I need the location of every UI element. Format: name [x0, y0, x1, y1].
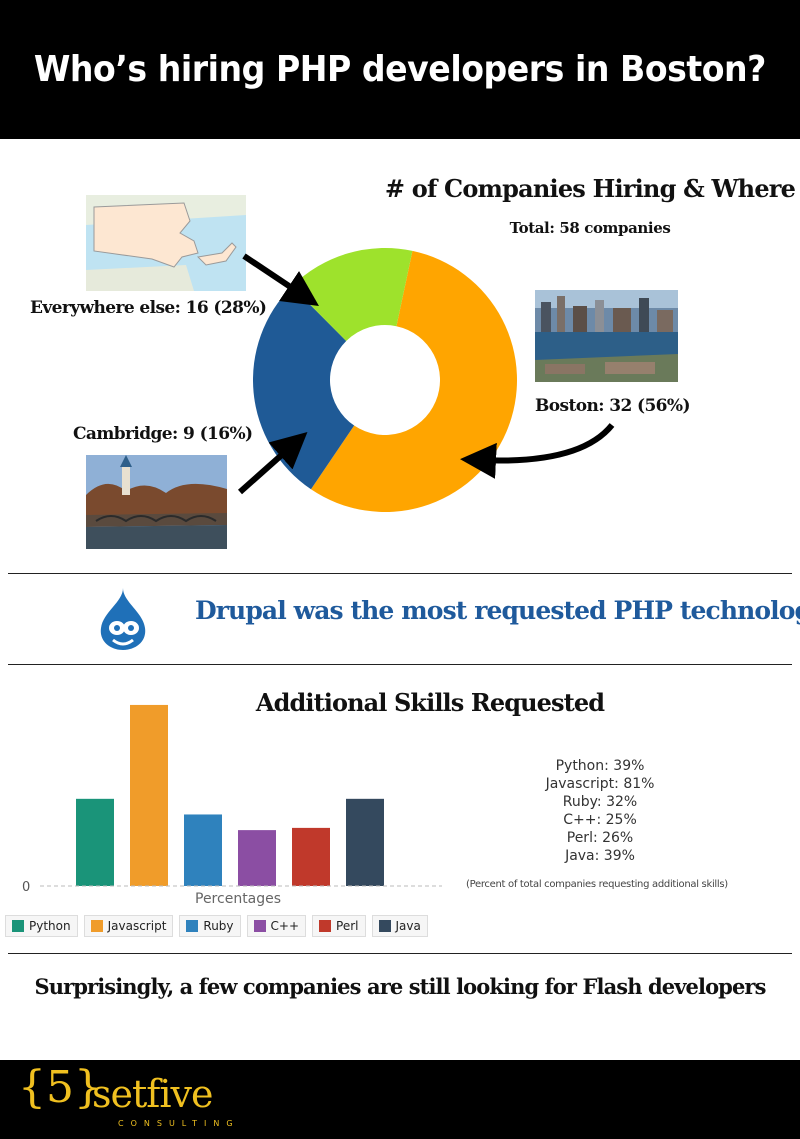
- arrow-overlay: [238, 253, 615, 495]
- bar-perl: [292, 827, 330, 886]
- label-boston: Boston: 32 (56%): [535, 396, 691, 416]
- massachusetts-map-image: [86, 195, 246, 291]
- skills-chart-title: Additional Skills Requested: [255, 688, 605, 717]
- legend-item-ruby: Ruby: [179, 915, 241, 937]
- label-everywhere-else: Everywhere else: 16 (28%): [30, 298, 267, 318]
- label-cambridge: Cambridge: 9 (16%): [73, 424, 253, 444]
- setfive-logo-text: setfive: [92, 1072, 213, 1116]
- setfive-logo-mark: {5}: [18, 1062, 102, 1113]
- percent-note: (Percent of total companies requesting a…: [466, 879, 728, 890]
- drupal-drop-icon: [100, 588, 146, 650]
- legend-item-java: Java: [371, 915, 428, 937]
- page-title: Who’s hiring PHP developers in Boston?: [33, 49, 767, 90]
- arrow-to-cambridge: [238, 432, 308, 495]
- divider-2: [8, 664, 792, 665]
- legend-item-javascript: Javascript: [83, 915, 174, 937]
- legend-swatch: [378, 920, 391, 932]
- percent-line-python: Python: 39%: [555, 758, 645, 774]
- chart-legend: Python Javascript Ruby C++ Perl Java: [5, 915, 428, 937]
- pie-chart-total: Total: 58 companies: [509, 219, 671, 237]
- legend-label: Perl: [336, 919, 359, 933]
- legend-swatch: [90, 920, 103, 932]
- zero-tick-label: 0: [22, 880, 30, 895]
- legend-label: Java: [395, 919, 421, 933]
- legend-item-cpp: C++: [246, 915, 307, 937]
- percent-line-perl: Perl: 26%: [566, 830, 634, 846]
- legend-swatch: [253, 920, 266, 932]
- legend-label: C++: [270, 919, 300, 933]
- flash-headline: Surprisingly, a few companies are still …: [34, 974, 766, 999]
- percent-line-java: Java: 39%: [565, 848, 635, 864]
- donut-slice-cambridge: [291, 248, 413, 342]
- legend-item-python: Python: [5, 915, 78, 937]
- percent-list: Python: 39% Javascript: 81% Ruby: 32% C++: …: [515, 757, 685, 865]
- divider-1: [8, 573, 792, 574]
- pie-chart-title: # of Companies Hiring & Where: [384, 174, 796, 203]
- cambridge-photo-image: [86, 455, 227, 549]
- header-banner: Who’s hiring PHP developers in Boston?: [0, 0, 800, 139]
- legend-label: Ruby: [203, 919, 234, 933]
- percent-line-javascript: Javascript: 81%: [545, 776, 655, 792]
- bar-cpp: [238, 830, 276, 886]
- bar-javascript: [130, 704, 168, 886]
- legend-label: Javascript: [107, 919, 167, 933]
- legend-swatch: [186, 920, 199, 932]
- bar-java: [346, 798, 384, 886]
- drupal-headline: Drupal was the most requested PHP techno…: [195, 596, 800, 625]
- setfive-logo-subtitle: CONSULTING: [118, 1119, 240, 1128]
- boston-skyline-image: [535, 290, 678, 382]
- percent-line-cpp: C++: 25%: [563, 812, 637, 828]
- bar-ruby: [184, 814, 222, 886]
- legend-label: Python: [29, 919, 71, 933]
- percent-line-ruby: Ruby: 32%: [562, 794, 638, 810]
- skills-bar-chart: 0: [22, 704, 442, 895]
- divider-3: [8, 953, 792, 954]
- x-axis-caption: Percentages: [195, 891, 282, 907]
- legend-item-perl: Perl: [312, 915, 366, 937]
- legend-swatch: [319, 920, 332, 932]
- footer-bar: [0, 1060, 800, 1139]
- arrow-to-boston: [460, 423, 615, 479]
- legend-swatch: [12, 920, 24, 932]
- bar-python: [76, 798, 114, 886]
- arrow-to-everywhere: [242, 253, 319, 306]
